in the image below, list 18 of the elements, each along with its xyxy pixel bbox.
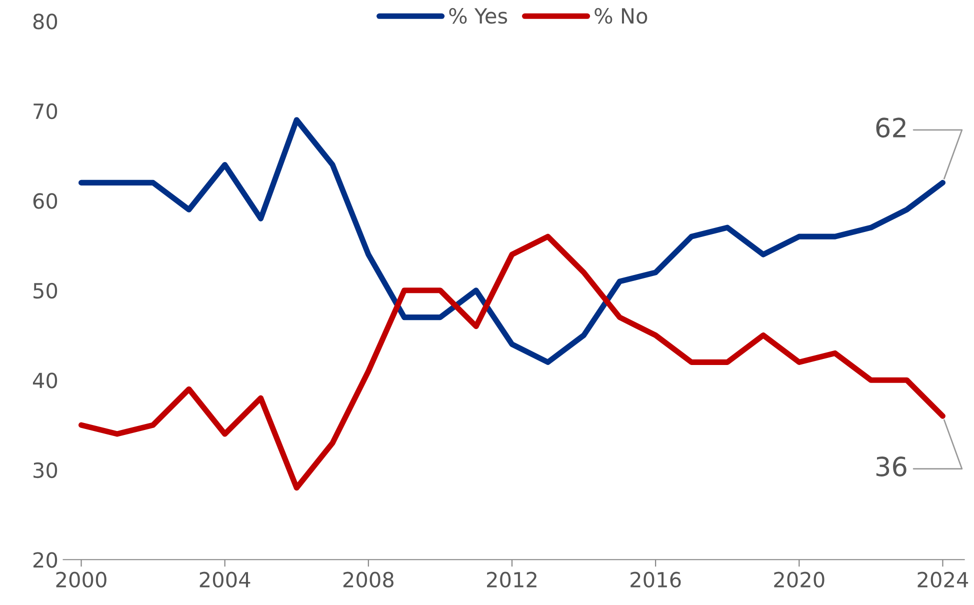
legend-label: % Yes <box>449 8 508 24</box>
x-tick-label: 2024 <box>918 572 968 588</box>
legend-label: % No <box>594 8 648 24</box>
y-tick-label: 40 <box>32 372 58 388</box>
y-tick-label: 60 <box>33 193 58 209</box>
x-tick-label: 2016 <box>630 572 681 588</box>
x-tick-label: 2020 <box>774 572 824 588</box>
y-tick-label: 80 <box>33 14 58 30</box>
y-tick-label: 50 <box>34 282 58 299</box>
x-tick-label: 2000 <box>56 572 106 588</box>
x-tick-label: 2012 <box>487 572 536 588</box>
annotation: 36 <box>876 456 906 476</box>
annotation: 62 <box>876 118 906 138</box>
x-tick-label: 2004 <box>200 572 250 588</box>
y-tick-label: 70 <box>34 103 58 120</box>
x-tick-label: 2008 <box>343 572 394 588</box>
y-tick-label: 20 <box>33 552 58 568</box>
y-tick-label: 30 <box>34 462 58 478</box>
